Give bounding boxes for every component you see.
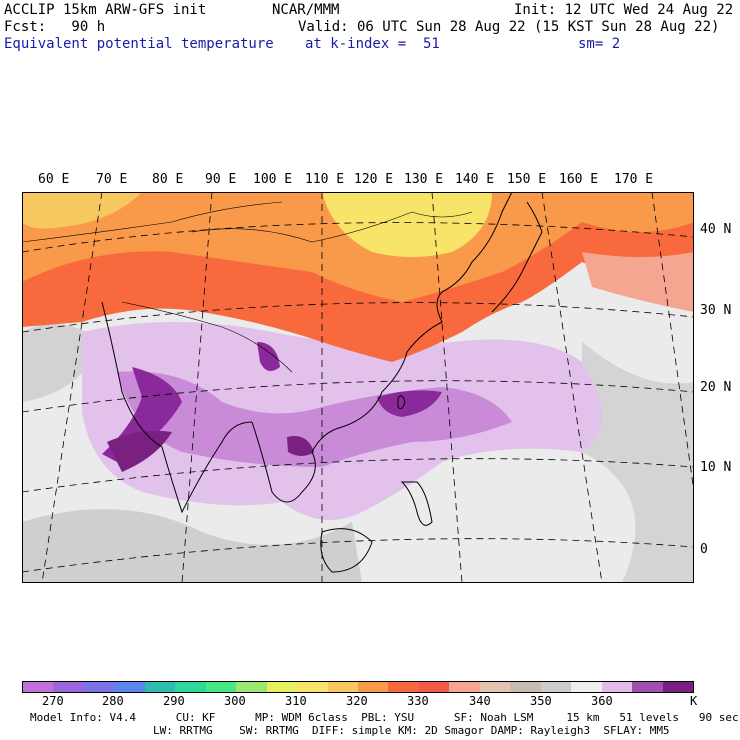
moist-core-tibet — [257, 342, 280, 371]
coastline-japan — [491, 201, 543, 313]
lon-label: 90 E — [205, 172, 237, 187]
moist-core-india — [107, 430, 172, 472]
coastline-india — [101, 301, 253, 514]
level-label: at k-index = 51 — [305, 36, 440, 52]
init-time: Init: 12 UTC Wed 24 Aug 22 — [514, 2, 734, 18]
warm-region-orange — [22, 192, 694, 302]
colorbar-swatch — [23, 682, 54, 692]
colorbar-swatch — [205, 682, 237, 692]
colorbar-swatch — [236, 682, 267, 692]
grid-lat-10N — [22, 458, 694, 493]
grid-lat-20N — [22, 380, 694, 413]
moist-core-south-china-sea — [377, 390, 442, 417]
smoothing-label: sm= 2 — [578, 36, 621, 52]
colorbar-swatch — [601, 682, 633, 692]
warm-region-yellow — [322, 192, 492, 257]
grid-lon-90E — [181, 192, 213, 583]
colorbar-tick: 270 — [42, 694, 64, 708]
colorbar-swatch — [327, 682, 358, 692]
coastline-philippines — [400, 481, 433, 526]
colorbar-swatch — [479, 682, 511, 692]
lon-label: 60 E — [38, 172, 70, 187]
colorbar-swatch — [418, 682, 450, 692]
lon-label: 160 E — [559, 172, 599, 187]
colorbar-swatch — [175, 682, 206, 692]
colorbar-swatch — [114, 682, 145, 692]
colorbar-swatch — [540, 682, 572, 692]
lon-label: 130 E — [404, 172, 444, 187]
coastline-taiwan — [397, 395, 406, 410]
map-panel — [22, 192, 694, 583]
colorbar-swatch — [510, 682, 541, 692]
model-info-line2: LW: RRTMG SW: RRTMG DIFF: simple KM: 2D … — [153, 724, 670, 737]
grid-lat-0 — [22, 538, 694, 573]
grid-lat-40N — [22, 222, 694, 253]
colorbar-tick: 290 — [163, 694, 185, 708]
colorbar-swatch — [297, 682, 328, 692]
colorbar-swatch — [571, 682, 602, 692]
colorbar-swatch — [357, 682, 389, 692]
field-name: Equivalent potential temperature — [4, 36, 274, 52]
lon-label: 100 E — [253, 172, 293, 187]
colorbar-unit: K — [690, 694, 698, 708]
border-tibet — [121, 301, 293, 373]
colorbar-swatch — [53, 682, 84, 692]
lon-label: 140 E — [455, 172, 495, 187]
lat-label: 20 N — [700, 380, 732, 395]
lat-label: 40 N — [700, 222, 732, 237]
lon-label: 170 E — [614, 172, 654, 187]
colorbar-swatch — [266, 682, 298, 692]
grid-lon-70E — [41, 192, 103, 583]
moist-core-indochina — [287, 436, 314, 456]
warm-region-salmon-east — [582, 252, 694, 312]
model-info-line1: Model Info: V4.4 CU: KF MP: WDM 6class P… — [30, 711, 739, 724]
coastline-china — [381, 192, 513, 393]
colorbar-tick: 310 — [285, 694, 307, 708]
colorbar-tick: 350 — [530, 694, 552, 708]
border-russia — [22, 201, 283, 243]
lon-label: 150 E — [507, 172, 547, 187]
grid-lon-150E — [541, 192, 603, 583]
title-center: NCAR/MMM — [272, 2, 340, 18]
colorbar-swatch — [144, 682, 176, 692]
colorbar-tick: 300 — [224, 694, 246, 708]
colorbar-swatch — [662, 682, 693, 692]
grid-lon-130E — [431, 192, 463, 583]
colorbar-swatch — [388, 682, 419, 692]
colorbar-swatch — [449, 682, 480, 692]
lon-label: 120 E — [354, 172, 394, 187]
colorbar — [22, 681, 694, 693]
title-left: ACCLIP 15km ARW-GFS init — [4, 2, 207, 18]
coastline-indochina — [251, 391, 383, 503]
colorbar-tick: 320 — [346, 694, 368, 708]
lon-label: 80 E — [152, 172, 184, 187]
colorbar-tick: 360 — [591, 694, 613, 708]
gray-field-south — [22, 509, 362, 583]
forecast-hour: Fcst: 90 h — [4, 19, 106, 35]
border-mongolia — [191, 211, 473, 243]
colorbar-tick: 330 — [407, 694, 429, 708]
colorbar-tick: 280 — [102, 694, 124, 708]
lat-label: 0 — [700, 542, 708, 557]
colorbar-swatch — [632, 682, 663, 692]
warm-region-yellow-west — [22, 192, 142, 229]
colorbar-tick: 340 — [469, 694, 491, 708]
gray-field-east — [582, 342, 694, 583]
lon-label: 110 E — [305, 172, 345, 187]
lat-label: 10 N — [700, 460, 732, 475]
lat-label: 30 N — [700, 303, 732, 318]
colorbar-swatch — [83, 682, 115, 692]
valid-time: Valid: 06 UTC Sun 28 Aug 22 (15 KST Sun … — [298, 19, 720, 35]
grid-lat-30N — [22, 302, 694, 333]
lon-label: 70 E — [96, 172, 128, 187]
grid-lon-170E — [651, 192, 694, 493]
